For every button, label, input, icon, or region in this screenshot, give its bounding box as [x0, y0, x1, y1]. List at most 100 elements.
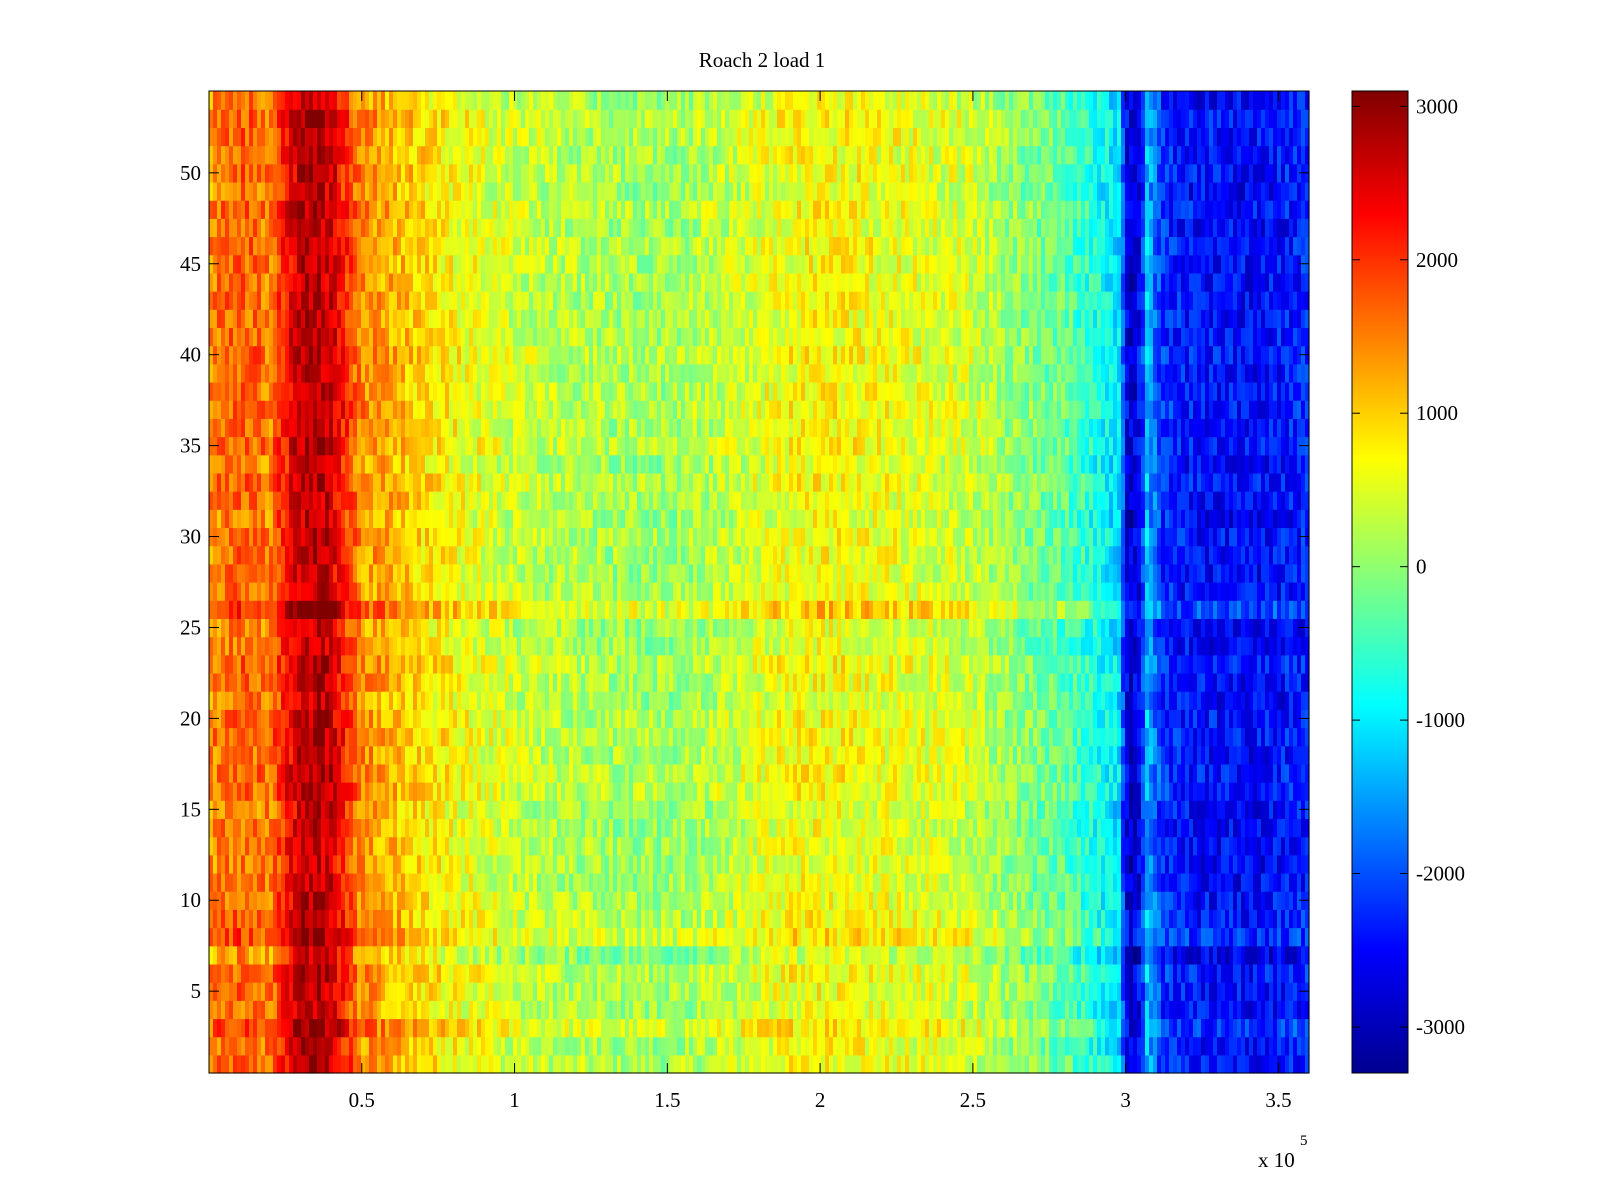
heatmap-cell	[941, 909, 946, 929]
heatmap-cell	[465, 872, 470, 892]
heatmap-cell	[793, 818, 798, 838]
heatmap-cell	[813, 891, 818, 910]
heatmap-cell	[865, 854, 870, 874]
heatmap-cell	[433, 963, 438, 983]
heatmap-cell	[369, 945, 374, 965]
heatmap-cell	[305, 945, 310, 965]
heatmap-cell	[1217, 1036, 1222, 1056]
heatmap-cell	[229, 800, 234, 820]
heatmap-cell	[629, 1054, 634, 1074]
heatmap-cell	[1189, 1054, 1194, 1074]
heatmap-cell	[729, 1036, 734, 1056]
heatmap-cell	[521, 1000, 526, 1020]
heatmap-cell	[781, 963, 786, 983]
heatmap-cell	[1109, 963, 1114, 983]
heatmap-cell	[813, 1036, 818, 1056]
heatmap-cell	[309, 891, 314, 910]
heatmap-cell	[573, 800, 578, 820]
heatmap-cell	[1157, 1054, 1162, 1074]
heatmap-cell	[621, 909, 626, 929]
heatmap-cell	[329, 818, 334, 838]
heatmap-cell	[1033, 909, 1038, 929]
heatmap-cell	[409, 872, 414, 892]
heatmap-cell	[837, 854, 842, 874]
heatmap-cell	[1001, 909, 1006, 929]
heatmap-cell	[873, 800, 878, 820]
heatmap-cell	[689, 800, 694, 820]
heatmap-cell	[357, 927, 362, 947]
heatmap-cell	[553, 891, 558, 910]
heatmap-cell	[1121, 1018, 1126, 1038]
heatmap-cell	[1241, 872, 1246, 892]
heatmap-cell	[441, 745, 446, 765]
heatmap-cell	[1197, 854, 1202, 874]
heatmap-cell	[1101, 818, 1106, 838]
heatmap-cell	[1125, 745, 1130, 765]
heatmap-cell	[805, 909, 810, 929]
heatmap-cell	[401, 1054, 406, 1074]
heatmap-cell	[657, 782, 662, 801]
heatmap-cell	[957, 945, 962, 965]
heatmap-cell	[1257, 1000, 1262, 1020]
heatmap-cell	[541, 854, 546, 874]
heatmap-cell	[377, 1036, 382, 1056]
heatmap-cell	[1297, 1018, 1302, 1038]
heatmap-cell	[1093, 982, 1098, 1001]
heatmap-cell	[1069, 945, 1074, 965]
heatmap-cell	[565, 872, 570, 892]
heatmap-cell	[1117, 872, 1122, 892]
heatmap-cell	[493, 818, 498, 838]
heatmap-cell	[845, 909, 850, 929]
heatmap-cell	[809, 782, 814, 801]
heatmap-cell	[1181, 982, 1186, 1001]
heatmap-cell	[705, 945, 710, 965]
heatmap-cell	[865, 963, 870, 983]
heatmap-cell	[525, 927, 530, 947]
heatmap-cell	[1169, 763, 1174, 783]
heatmap-cell	[297, 945, 302, 965]
heatmap-cell	[665, 800, 670, 820]
heatmap-cell	[581, 927, 586, 947]
heatmap-cell	[389, 872, 394, 892]
heatmap-cell	[225, 1018, 230, 1038]
heatmap-cell	[545, 1000, 550, 1020]
heatmap-cell	[569, 763, 574, 783]
heatmap-cell	[1145, 982, 1150, 1001]
heatmap-cell	[1265, 1054, 1270, 1074]
heatmap-cell	[929, 818, 934, 838]
heatmap-cell	[717, 818, 722, 838]
heatmap-cell	[1265, 963, 1270, 983]
heatmap-cell	[453, 854, 458, 874]
heatmap-cell	[933, 782, 938, 801]
heatmap-cell	[265, 982, 270, 1001]
heatmap-cell	[693, 945, 698, 965]
heatmap-cell	[505, 745, 510, 765]
heatmap-cell	[877, 1000, 882, 1020]
heatmap-cell	[237, 927, 242, 947]
heatmap-cell	[953, 745, 958, 765]
heatmap-cell	[1225, 872, 1230, 892]
heatmap-cell	[237, 1018, 242, 1038]
heatmap-cell	[817, 872, 822, 892]
heatmap-cell	[373, 745, 378, 765]
heatmap-cell	[709, 891, 714, 910]
heatmap-cell	[1021, 982, 1026, 1001]
heatmap-cell	[221, 818, 226, 838]
heatmap-cell	[1033, 818, 1038, 838]
heatmap-cell	[1037, 745, 1042, 765]
heatmap-cell	[957, 800, 962, 820]
heatmap-cell	[881, 763, 886, 783]
heatmap-cell	[653, 963, 658, 983]
heatmap-cell	[909, 782, 914, 801]
heatmap-cell	[617, 1000, 622, 1020]
heatmap-cell	[1065, 745, 1070, 765]
heatmap-cell	[1053, 872, 1058, 892]
heatmap-cell	[513, 800, 518, 820]
heatmap-cell	[877, 891, 882, 910]
heatmap-cell	[953, 854, 958, 874]
heatmap-cell	[705, 909, 710, 929]
heatmap-cell	[841, 1018, 846, 1038]
heatmap-cell	[1237, 1018, 1242, 1038]
heatmap-cell	[585, 763, 590, 783]
heatmap-cell	[261, 945, 266, 965]
